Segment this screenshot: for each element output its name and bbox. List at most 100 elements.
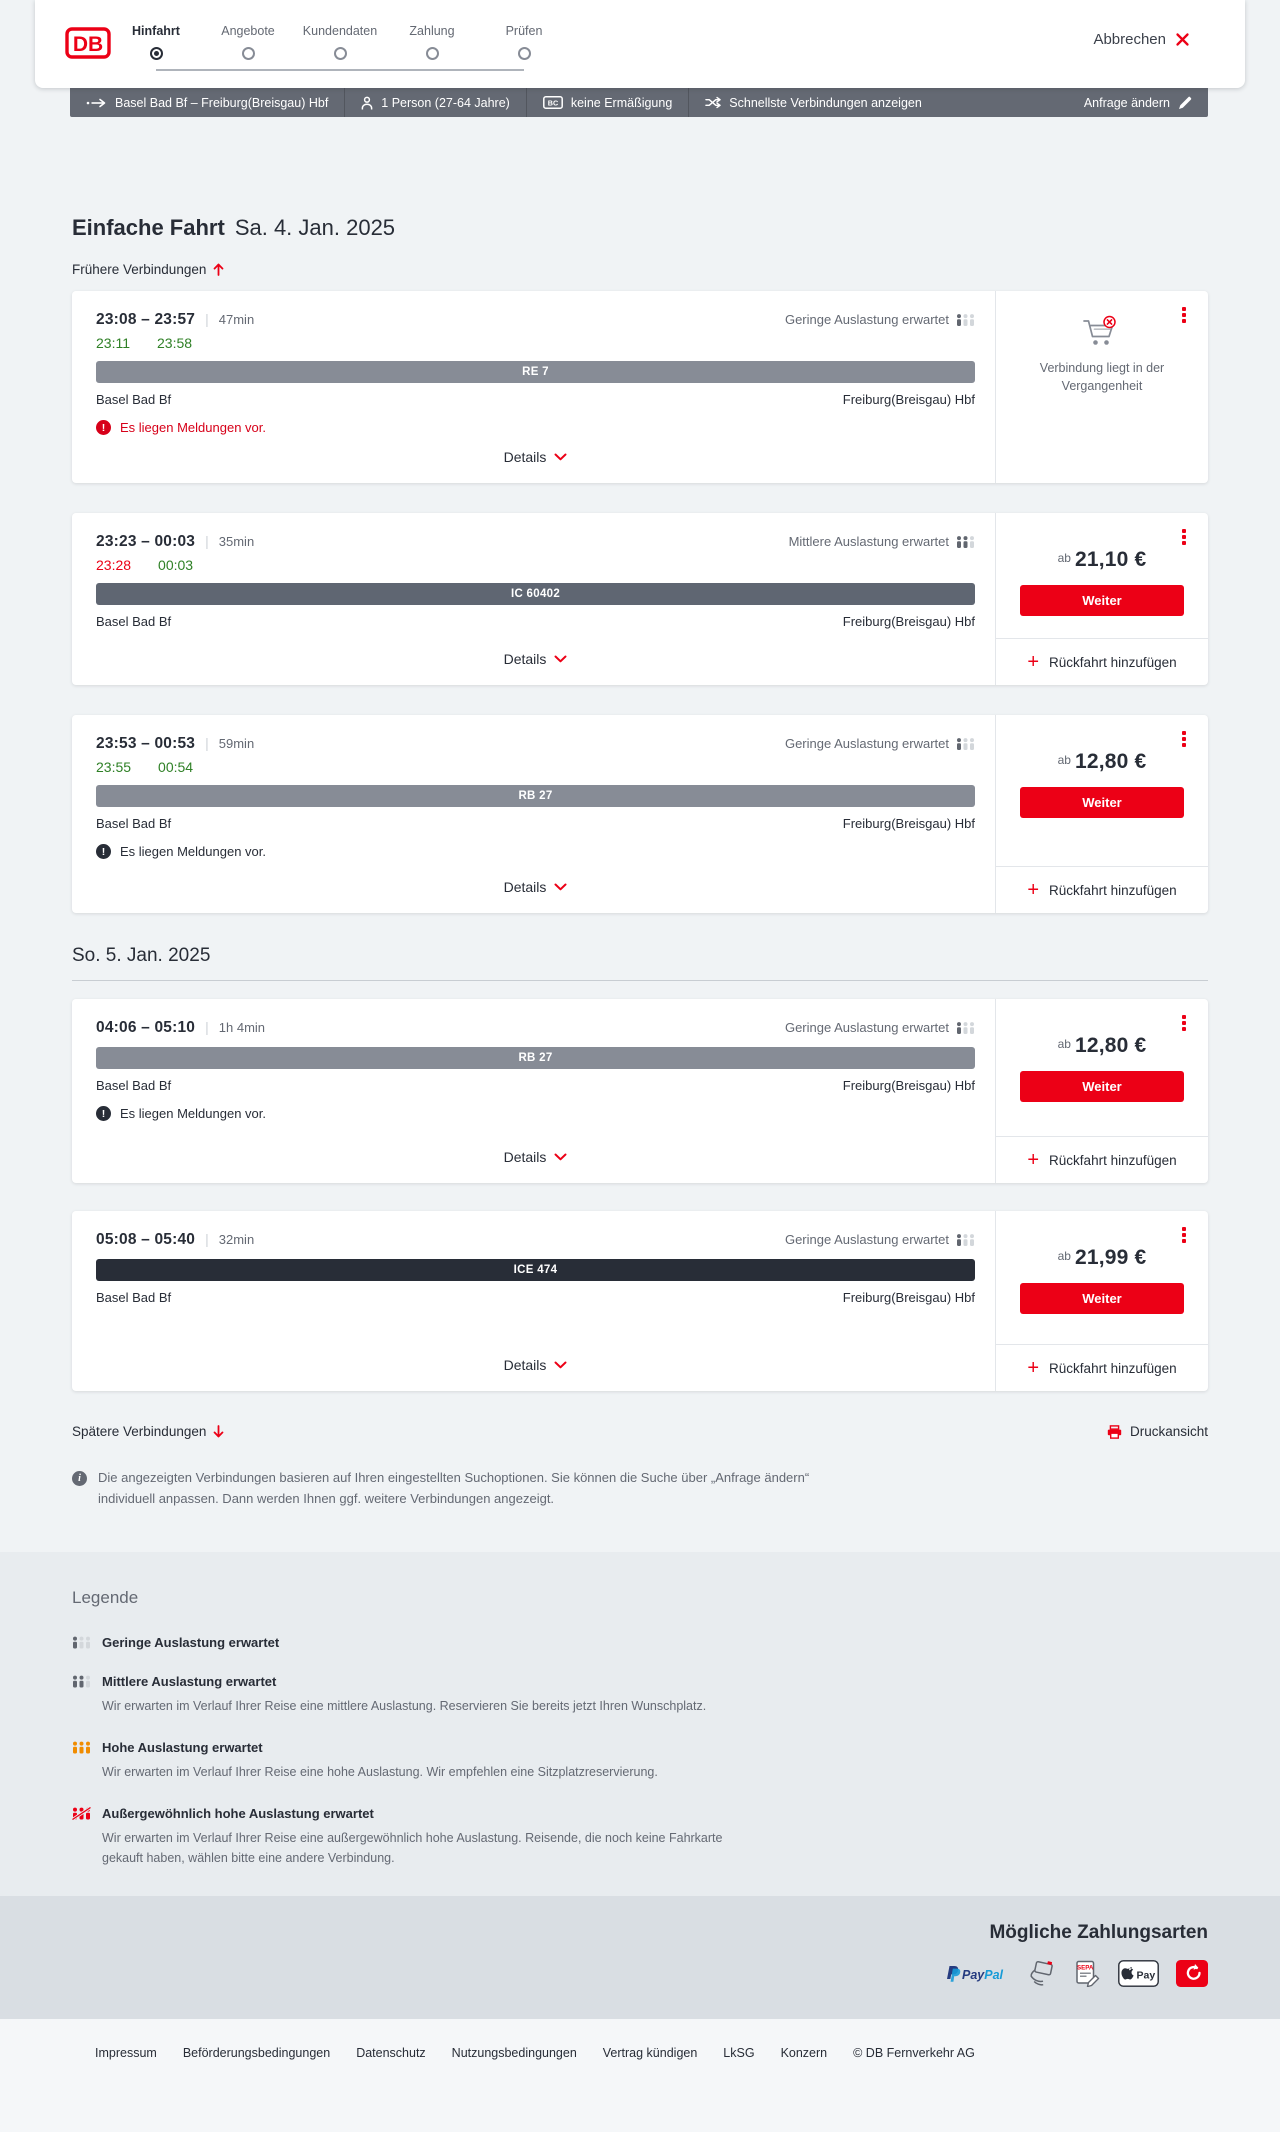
cancel-button[interactable]: Abbrechen bbox=[1093, 31, 1190, 48]
price: 21,99 € bbox=[1074, 1246, 1147, 1269]
printer-icon bbox=[1107, 1424, 1122, 1439]
details-toggle[interactable]: Details bbox=[504, 639, 568, 673]
booking-panel: ab 21,99 € Weiter + Rückfahrt hinzufügen bbox=[995, 1211, 1208, 1391]
plus-icon: + bbox=[1027, 1357, 1040, 1379]
details-toggle[interactable]: Details bbox=[504, 437, 568, 471]
realtime-arrival: 23:58 bbox=[157, 335, 193, 351]
price: 12,80 € bbox=[1074, 1034, 1147, 1057]
connection-duration: 1h 4min bbox=[218, 1020, 266, 1035]
details-toggle[interactable]: Details bbox=[504, 1137, 568, 1171]
connection-duration: 35min bbox=[218, 534, 255, 549]
more-options-button[interactable] bbox=[1179, 526, 1189, 548]
connection-duration: 47min bbox=[218, 312, 255, 327]
journey-date: Sa. 4. Jan. 2025 bbox=[234, 215, 396, 240]
train-label: ICE 474 bbox=[513, 1264, 558, 1276]
realtime-arrival: 00:03 bbox=[158, 557, 194, 573]
occupancy-medium-icon bbox=[73, 1675, 90, 1688]
connection-card: 23:53 – 00:53 | 59min Geringe Auslastung… bbox=[72, 715, 1208, 913]
legend-title: Legende bbox=[72, 1587, 139, 1607]
occupancy-indicator: Geringe Auslastung erwartet bbox=[785, 1232, 975, 1247]
notice-message: ! Es liegen Meldungen vor. bbox=[96, 844, 975, 859]
occupancy-icon bbox=[957, 535, 974, 548]
change-request-button[interactable]: Anfrage ändern bbox=[1068, 88, 1208, 117]
origin-station: Basel Bad Bf bbox=[96, 1078, 172, 1093]
footer-link-lksg[interactable]: LkSG bbox=[723, 2046, 755, 2061]
earlier-connections-link[interactable]: Frühere Verbindungen bbox=[72, 262, 224, 277]
footer-links: Impressum Beförderungsbedingungen Datens… bbox=[95, 2046, 1280, 2060]
add-return-button[interactable]: + Rückfahrt hinzufügen bbox=[1027, 1357, 1177, 1379]
origin-station: Basel Bad Bf bbox=[96, 614, 172, 629]
weiter-button[interactable]: Weiter bbox=[1020, 787, 1184, 818]
fastest-connections-toggle[interactable]: Schnellste Verbindungen anzeigen bbox=[688, 88, 938, 117]
payments-title: Mögliche Zahlungsarten bbox=[989, 1922, 1208, 1944]
step-hinfahrt[interactable]: Hinfahrt bbox=[110, 24, 202, 60]
price: 12,80 € bbox=[1074, 750, 1147, 773]
connection-card: 05:08 – 05:40 | 32min Geringe Auslastung… bbox=[72, 1211, 1208, 1391]
step-dot bbox=[241, 47, 255, 60]
results-section: Einfache Fahrt Sa. 4. Jan. 2025 Frühere … bbox=[72, 215, 1208, 1552]
discount-summary: BC keine Ermäßigung bbox=[525, 88, 688, 117]
realtime-times: 23:55 00:54 bbox=[96, 759, 975, 775]
chevron-down-icon bbox=[554, 1153, 567, 1161]
footer-link-datenschutz[interactable]: Datenschutz bbox=[356, 2046, 426, 2061]
connection-duration: 59min bbox=[218, 736, 255, 751]
origin-station: Basel Bad Bf bbox=[96, 1290, 172, 1305]
legend-section: Legende Geringe Auslastung erwartet Mitt… bbox=[0, 1551, 1280, 1897]
footer-link-nutzungsbedingungen[interactable]: Nutzungsbedingungen bbox=[451, 2046, 577, 2061]
footer-link-vertrag-kuendigen[interactable]: Vertrag kündigen bbox=[602, 2046, 698, 2061]
svg-text:BC: BC bbox=[548, 98, 558, 107]
plus-icon: + bbox=[1027, 651, 1040, 673]
add-return-button[interactable]: + Rückfahrt hinzufügen bbox=[1027, 651, 1177, 673]
more-options-button[interactable] bbox=[1179, 1224, 1189, 1246]
destination-station: Freiburg(Breisgau) Hbf bbox=[842, 392, 975, 407]
occupancy-icon bbox=[957, 313, 974, 326]
search-options-note: i Die angezeigten Verbindungen basieren … bbox=[72, 1468, 847, 1552]
app-header: DB Hinfahrt Angebote Kundendaten Zahlung… bbox=[35, 0, 1245, 88]
train-label: RB 27 bbox=[518, 790, 553, 802]
connection-time: 23:53 – 00:53 bbox=[96, 735, 196, 752]
realtime-departure: 23:28 bbox=[96, 557, 132, 573]
svg-text:SEPA: SEPA bbox=[1077, 1965, 1094, 1972]
origin-station: Basel Bad Bf bbox=[96, 392, 172, 407]
details-toggle[interactable]: Details bbox=[504, 1345, 568, 1379]
later-connections-link[interactable]: Spätere Verbindungen bbox=[72, 1424, 224, 1439]
apple-pay-icon: Pay bbox=[1118, 1960, 1159, 1987]
add-return-button[interactable]: + Rückfahrt hinzufügen bbox=[1027, 879, 1177, 901]
chevron-down-icon bbox=[554, 883, 567, 891]
footer-link-impressum[interactable]: Impressum bbox=[95, 2046, 157, 2061]
alert-icon: ! bbox=[96, 844, 111, 859]
step-angebote[interactable]: Angebote bbox=[202, 24, 294, 60]
details-toggle[interactable]: Details bbox=[504, 867, 568, 901]
connection-duration: 32min bbox=[218, 1232, 255, 1247]
progress-steps: Hinfahrt Angebote Kundendaten Zahlung Pr… bbox=[110, 24, 570, 71]
progress-line bbox=[156, 69, 524, 71]
svg-text:PayPal: PayPal bbox=[962, 1967, 1004, 1981]
connection-time: 23:23 – 00:03 bbox=[96, 533, 196, 550]
weiter-button[interactable]: Weiter bbox=[1020, 1071, 1184, 1102]
add-return-button[interactable]: + Rückfahrt hinzufügen bbox=[1027, 1149, 1177, 1171]
more-options-button[interactable] bbox=[1179, 728, 1189, 750]
occupancy-indicator: Mittlere Auslastung erwartet bbox=[789, 534, 975, 549]
realtime-times: 23:28 00:03 bbox=[96, 557, 975, 573]
step-pruefen[interactable]: Prüfen bbox=[478, 24, 570, 60]
realtime-arrival: 00:54 bbox=[158, 759, 194, 775]
step-dot bbox=[517, 47, 531, 60]
print-view-link[interactable]: Druckansicht bbox=[1107, 1424, 1208, 1439]
plus-icon: + bbox=[1027, 879, 1040, 901]
more-options-button[interactable] bbox=[1179, 1012, 1189, 1034]
weiter-button[interactable]: Weiter bbox=[1020, 1283, 1184, 1314]
step-zahlung[interactable]: Zahlung bbox=[386, 24, 478, 60]
person-icon bbox=[361, 96, 373, 110]
realtime-times: 23:11 23:58 bbox=[96, 335, 975, 351]
more-options-button[interactable] bbox=[1179, 304, 1189, 326]
train-band: RB 27 bbox=[96, 785, 975, 807]
alert-icon: ! bbox=[96, 420, 111, 435]
weiter-button[interactable]: Weiter bbox=[1020, 585, 1184, 616]
footer-link-befoerderungsbedingungen[interactable]: Beförderungsbedingungen bbox=[182, 2046, 331, 2061]
step-kundendaten[interactable]: Kundendaten bbox=[294, 24, 386, 60]
legend-item: Mittlere Auslastung erwartet Wir erwarte… bbox=[72, 1674, 1208, 1716]
info-icon: i bbox=[72, 1471, 87, 1486]
footer-link-konzern[interactable]: Konzern bbox=[780, 2046, 828, 2061]
connection-time: 04:06 – 05:10 bbox=[96, 1019, 196, 1036]
chevron-down-icon bbox=[554, 453, 567, 461]
